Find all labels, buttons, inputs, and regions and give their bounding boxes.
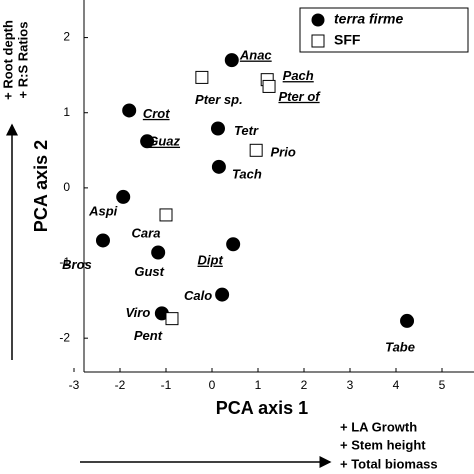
point bbox=[215, 287, 230, 302]
point bbox=[226, 237, 241, 252]
point bbox=[116, 189, 131, 204]
point-label: Anac bbox=[239, 48, 273, 63]
point bbox=[140, 134, 155, 149]
y-tick-label: 1 bbox=[63, 105, 70, 119]
point bbox=[400, 313, 415, 328]
point bbox=[210, 121, 225, 136]
point-label: Tabe bbox=[385, 339, 415, 354]
point bbox=[195, 70, 209, 84]
point bbox=[122, 103, 137, 118]
point-label: Aspi bbox=[88, 203, 118, 218]
point bbox=[151, 245, 166, 260]
x-tick-label: -1 bbox=[161, 378, 172, 392]
x-tick-label: -2 bbox=[115, 378, 126, 392]
point bbox=[159, 208, 173, 222]
y-annotation: + Root depth bbox=[0, 20, 15, 100]
point bbox=[211, 159, 226, 174]
x-tick-label: 2 bbox=[301, 378, 308, 392]
x-axis-title: PCA axis 1 bbox=[216, 398, 308, 418]
point-label: Pter of bbox=[278, 89, 321, 104]
x-annotation: + LA Growth bbox=[340, 419, 417, 434]
point-label: Tetr bbox=[234, 123, 259, 138]
point-label: Cara bbox=[132, 225, 161, 240]
point-label: Crot bbox=[143, 106, 170, 121]
legend-label: terra firme bbox=[334, 11, 403, 27]
point-label: Pach bbox=[283, 68, 314, 83]
point-label: Calo bbox=[184, 288, 212, 303]
point bbox=[95, 233, 110, 248]
point bbox=[249, 143, 263, 157]
point-label: Guaz bbox=[148, 134, 180, 149]
point bbox=[165, 312, 179, 326]
y-tick-label: 2 bbox=[63, 30, 70, 44]
point-label: Pter sp. bbox=[195, 92, 243, 107]
y-tick-label: -2 bbox=[59, 330, 70, 344]
x-annotation: + Total biomass bbox=[340, 456, 438, 471]
point-label: Dipt bbox=[198, 253, 224, 268]
point bbox=[224, 53, 239, 68]
x-tick-label: 1 bbox=[255, 378, 262, 392]
point-label: Bros bbox=[62, 257, 92, 272]
point bbox=[262, 79, 276, 93]
legend-box bbox=[299, 7, 469, 53]
y-axis-title: PCA axis 2 bbox=[31, 140, 51, 232]
x-tick-label: 4 bbox=[393, 378, 400, 392]
y-annotation: + R:S Ratios bbox=[15, 22, 30, 99]
x-annotation: + Stem height bbox=[340, 437, 426, 452]
point-label: Viro bbox=[125, 305, 150, 320]
legend-label: SFF bbox=[334, 32, 361, 48]
y-tick-label: -1 bbox=[59, 255, 70, 269]
x-tick-label: 0 bbox=[209, 378, 216, 392]
legend-marker bbox=[311, 34, 325, 48]
x-tick-label: -3 bbox=[69, 378, 80, 392]
x-tick-label: 5 bbox=[439, 378, 446, 392]
y-tick-label: 0 bbox=[63, 180, 70, 194]
point-label: Gust bbox=[134, 264, 164, 279]
x-tick-label: 3 bbox=[347, 378, 354, 392]
point-label: Tach bbox=[232, 166, 262, 181]
point-label: Pent bbox=[134, 328, 163, 343]
legend-marker bbox=[311, 13, 325, 27]
point-label: Prio bbox=[271, 145, 296, 160]
